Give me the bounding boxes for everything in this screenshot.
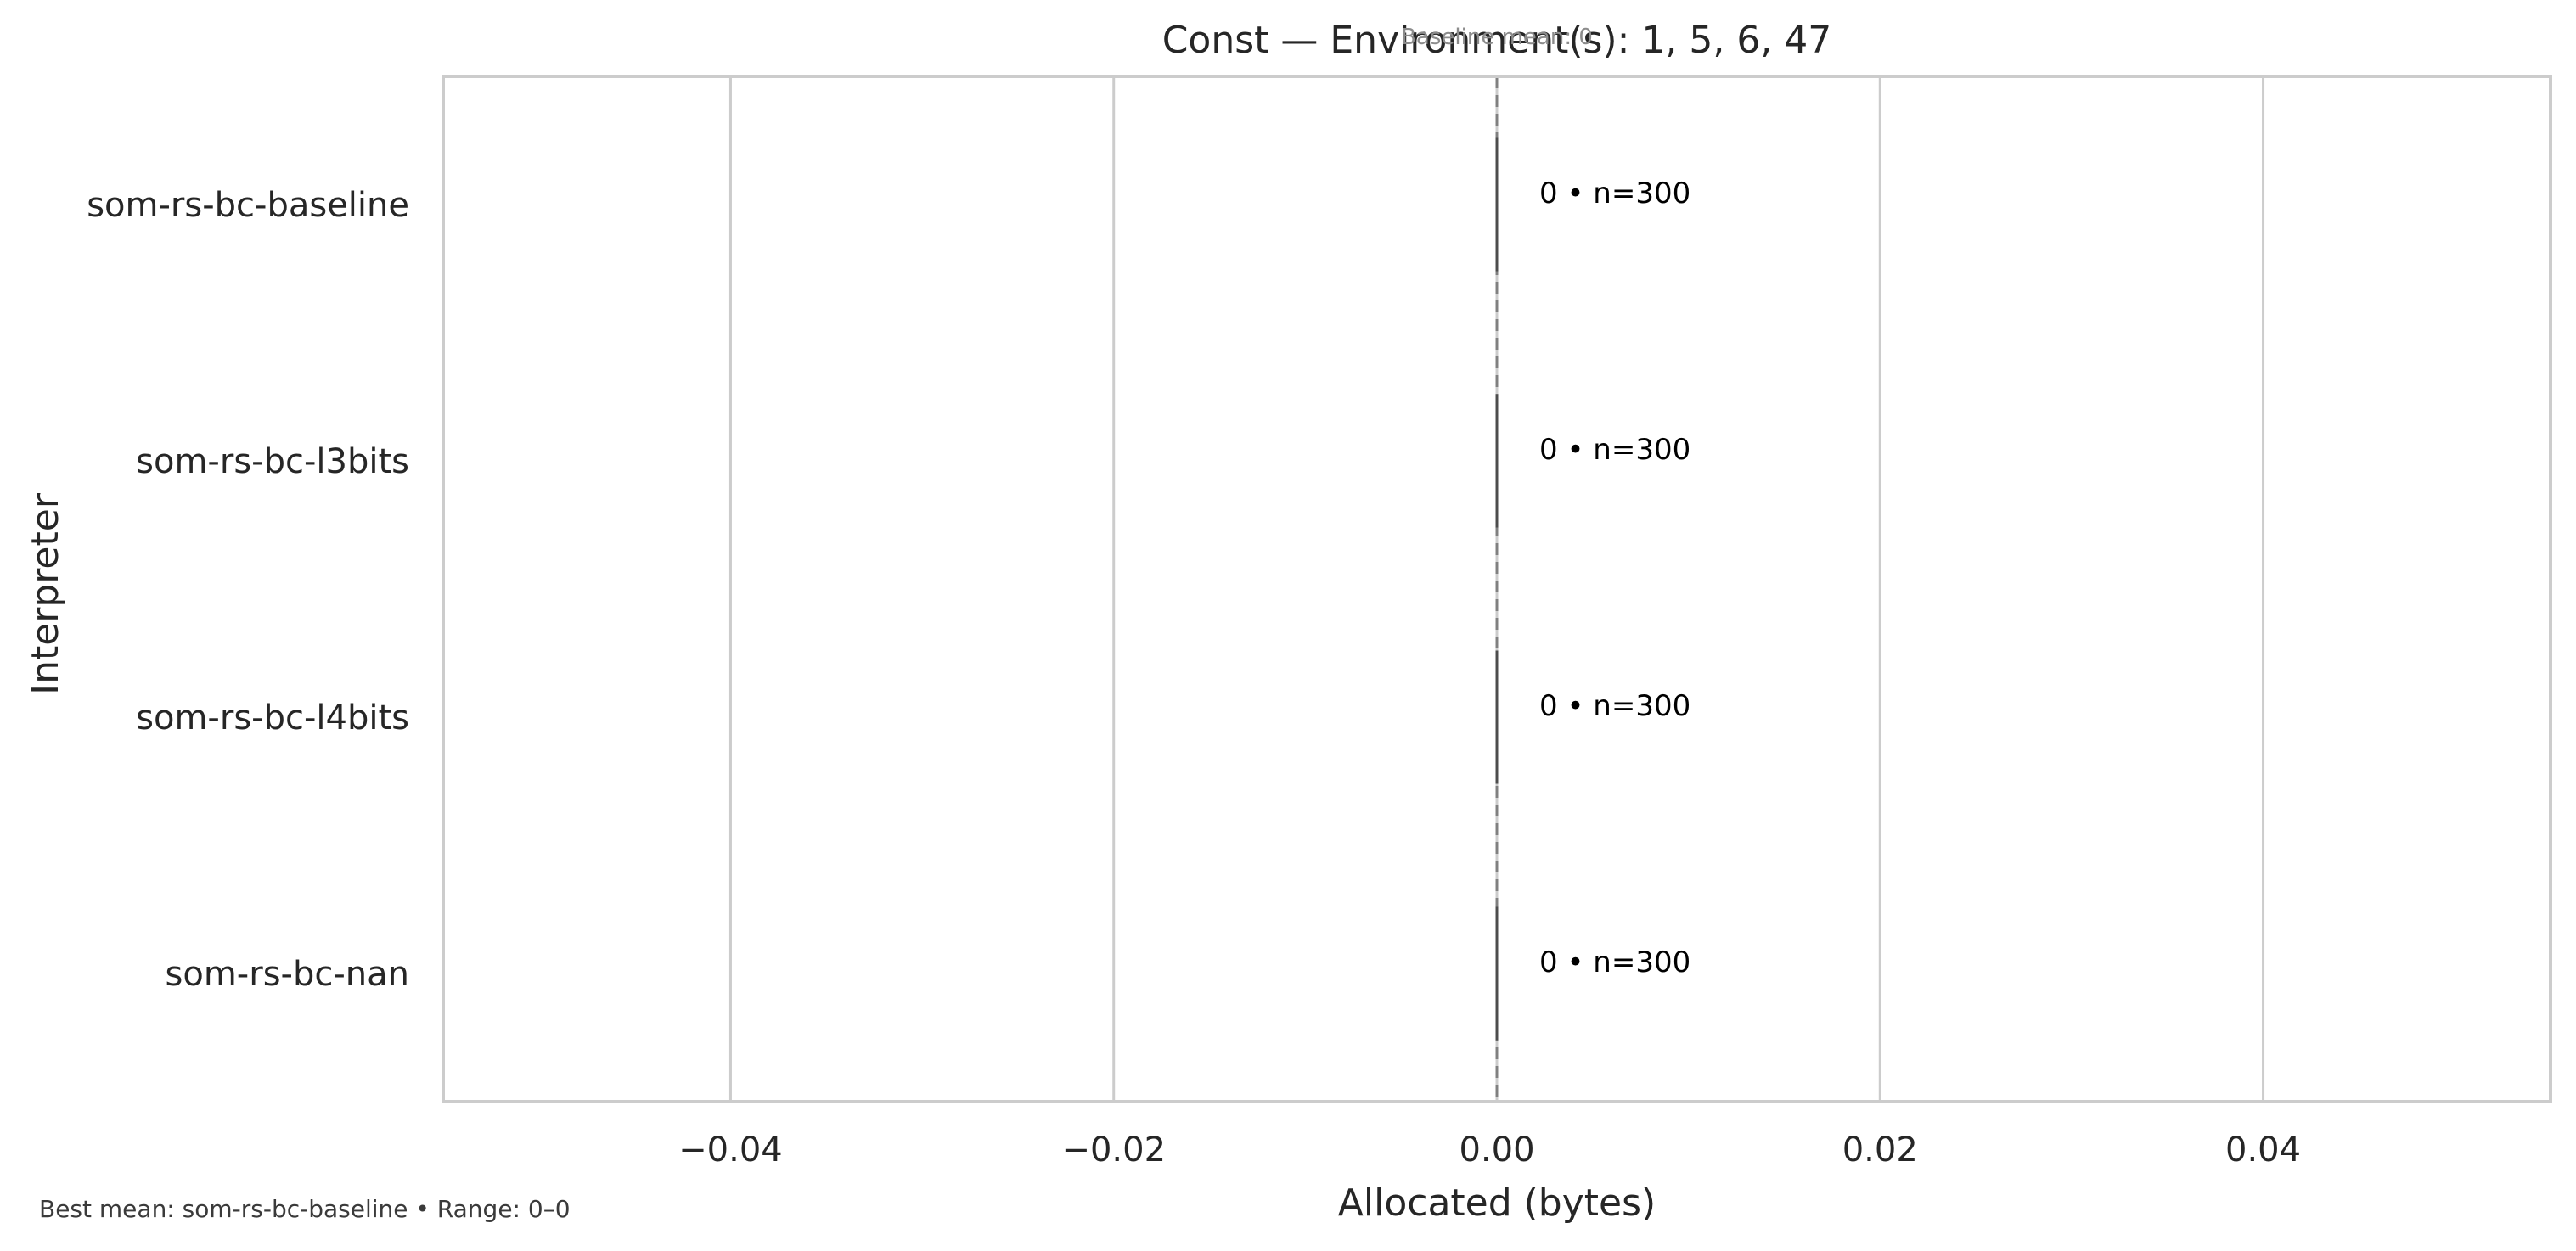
- data-labels: 0 • n=300 0 • n=300 0 • n=300 0 • n=300: [1539, 177, 1690, 979]
- baseline-note: Baseline mean: 0: [1401, 25, 1593, 50]
- data-label: 0 • n=300: [1539, 177, 1690, 210]
- data-label: 0 • n=300: [1539, 433, 1690, 467]
- x-tick-label: 0.02: [1842, 1130, 1918, 1170]
- x-tick-label: −0.02: [1061, 1130, 1166, 1170]
- x-tick-labels: −0.04 −0.02 0.00 0.02 0.04: [678, 1130, 2301, 1170]
- bars: [1495, 137, 1499, 1041]
- y-axis-label: Interpreter: [24, 492, 67, 695]
- bar-som-rs-bc-l3bits: [1495, 394, 1499, 528]
- bar-som-rs-bc-baseline: [1495, 137, 1499, 272]
- y-tick-labels: som-rs-bc-baseline som-rs-bc-l3bits som-rs…: [87, 186, 409, 994]
- data-label: 0 • n=300: [1539, 689, 1690, 723]
- y-tick-label: som-rs-bc-nan: [166, 955, 409, 994]
- y-tick-label: som-rs-bc-l3bits: [136, 442, 409, 481]
- data-label: 0 • n=300: [1539, 945, 1690, 979]
- x-tick-label: 0.00: [1459, 1130, 1534, 1170]
- bar-som-rs-bc-l4bits: [1495, 650, 1499, 784]
- footer-note: Best mean: som-rs-bc-baseline • Range: 0…: [39, 1195, 571, 1223]
- x-tick-label: −0.04: [678, 1130, 783, 1170]
- y-tick-label: som-rs-bc-l4bits: [136, 698, 409, 738]
- y-tick-label: som-rs-bc-baseline: [87, 186, 409, 225]
- bar-som-rs-bc-nan: [1495, 906, 1499, 1041]
- chart-title: Const — Environment(s): 1, 5, 6, 47: [1162, 19, 1832, 62]
- x-tick-label: 0.04: [2225, 1130, 2301, 1170]
- x-axis-label: Allocated (bytes): [1338, 1181, 1656, 1225]
- plot-frame: [442, 75, 2552, 1103]
